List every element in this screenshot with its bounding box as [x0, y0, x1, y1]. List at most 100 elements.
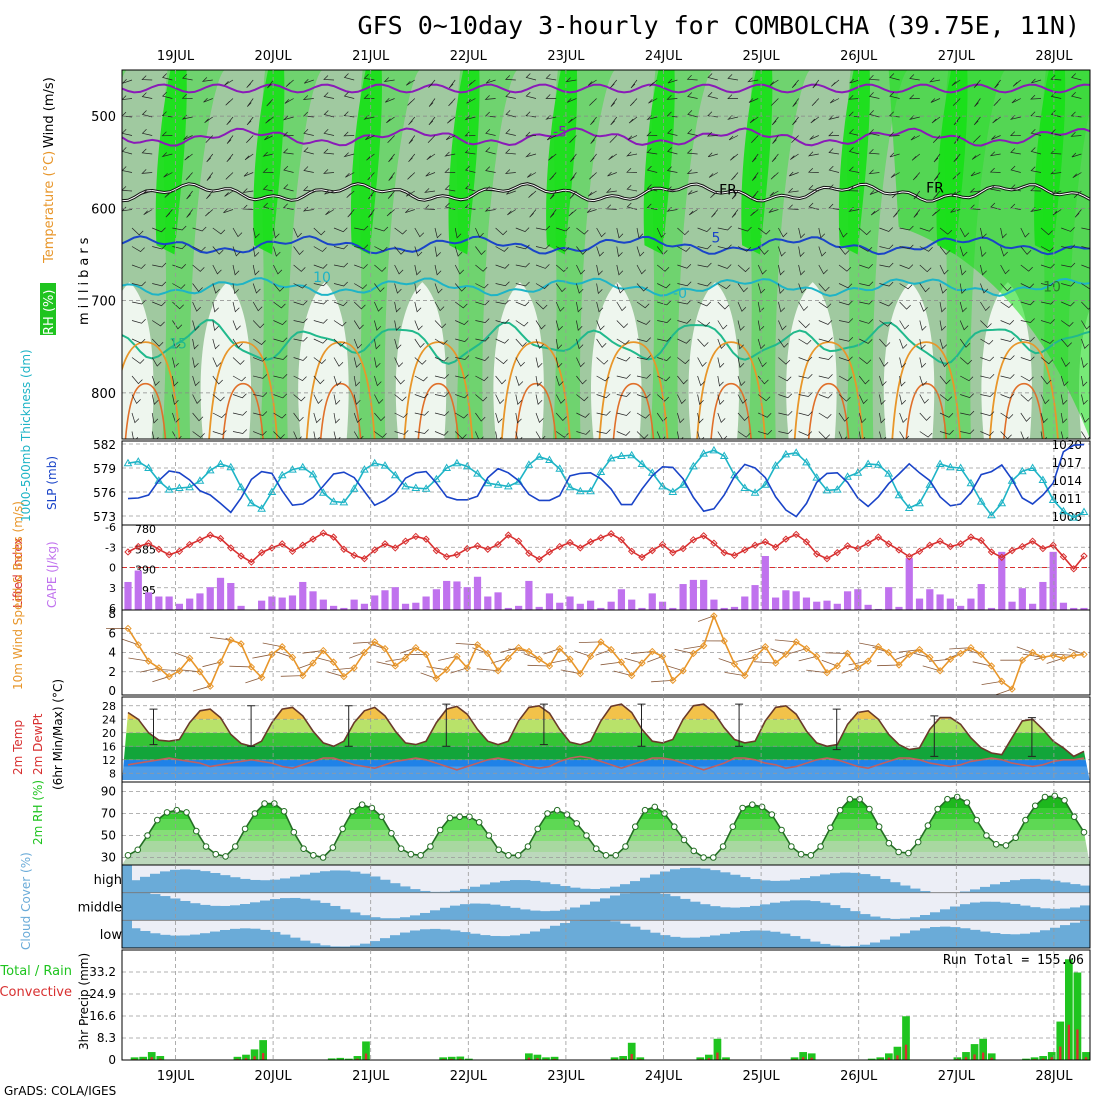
wind-barb	[576, 412, 590, 418]
precip-bar	[1039, 1056, 1047, 1060]
wind-barb	[656, 431, 666, 439]
wind-barb	[505, 110, 516, 118]
cape-bar	[967, 598, 975, 610]
wind-speed-point	[134, 641, 142, 649]
date-tick-top: 22JUL	[450, 49, 488, 64]
lifted-index-point	[206, 531, 214, 539]
cloud-bar	[990, 933, 1001, 948]
cloud-bar	[430, 928, 441, 948]
wind-tick: 2	[108, 665, 116, 679]
wind-barb	[201, 77, 213, 82]
wind-barb	[253, 392, 268, 397]
wind-barb	[374, 226, 389, 232]
cape-bar	[648, 593, 656, 610]
wind-barb	[273, 320, 287, 326]
cloud-bar	[440, 907, 451, 921]
thickness-point	[1028, 463, 1037, 471]
wind-barb	[555, 338, 563, 350]
wind-barb	[798, 374, 813, 379]
precip-bar	[722, 1057, 730, 1060]
rh-2m-point	[817, 843, 824, 850]
wind-barb	[858, 394, 868, 405]
wind-barb	[879, 412, 886, 424]
wind-barb	[707, 73, 718, 81]
cloud-bar	[440, 929, 451, 948]
wind-barb	[414, 375, 428, 382]
wind-barb	[980, 246, 987, 258]
thickness-point	[175, 483, 184, 491]
wind-barb	[495, 357, 508, 365]
wind-barb	[353, 412, 362, 424]
wind-barb	[252, 246, 260, 258]
wind-barb	[1060, 357, 1071, 367]
lifted-index-point	[134, 542, 142, 551]
wind-barb	[252, 227, 260, 239]
precip-bar	[790, 1057, 799, 1060]
thickness-point	[750, 488, 760, 496]
wind-speed-point	[319, 646, 328, 655]
date-tick-bottom: 23JUL	[547, 1069, 585, 1084]
wind-barb	[838, 394, 851, 402]
rh-2m-point	[124, 852, 132, 859]
cloud-bar	[410, 915, 421, 921]
wind-barb	[246, 116, 254, 126]
precip-tick: 24.9	[89, 987, 116, 1001]
wind-barb	[717, 320, 728, 330]
wind-barb	[475, 375, 489, 382]
cloud-bar	[840, 908, 851, 921]
cloud-bar	[980, 931, 991, 948]
rh-2m-point	[866, 805, 873, 813]
wind-barb	[386, 116, 395, 124]
wind-barb	[626, 168, 638, 173]
cape-bar	[340, 607, 348, 610]
wind-barb	[466, 98, 476, 104]
cloud-bar	[400, 886, 411, 893]
wind-barb	[869, 110, 880, 118]
wind-barb	[455, 337, 470, 342]
wind-barb	[226, 116, 234, 126]
wind-barb	[868, 169, 880, 175]
wind-barb	[434, 283, 443, 294]
wind-barb	[677, 281, 692, 287]
cloud-bar	[600, 888, 611, 893]
wind-speed-point	[607, 645, 615, 654]
wind-barb	[1061, 281, 1076, 287]
wind-barb	[757, 227, 771, 235]
cloud-bar	[210, 931, 221, 948]
wind-barb	[629, 98, 638, 107]
wind-barb	[1040, 263, 1055, 269]
wind-barb	[495, 246, 509, 252]
wind-barb	[232, 410, 247, 416]
isotherm-20	[403, 341, 474, 439]
cape-bar	[134, 570, 142, 610]
wind-barb	[899, 338, 908, 350]
cloud-bar	[880, 918, 891, 921]
wind-barb	[1052, 209, 1062, 216]
wind-barb	[212, 338, 220, 350]
wind-barb	[728, 135, 739, 141]
pressure-axis-title: millibars	[77, 234, 92, 325]
wind-barb	[495, 227, 508, 236]
cloud-bar	[1070, 922, 1081, 948]
wind-barb	[697, 375, 705, 387]
wind-barb-10m	[825, 652, 848, 654]
thickness-point	[781, 449, 791, 458]
wind-barb	[353, 301, 366, 310]
wind-barb	[232, 375, 246, 382]
cloud-bar	[620, 893, 631, 921]
wind-barb	[899, 394, 907, 405]
date-tick-bottom: 21JUL	[352, 1069, 390, 1084]
wind-barb	[717, 394, 725, 405]
wind-speed-point	[813, 652, 821, 661]
cloud-bar	[820, 874, 831, 893]
wind-barb	[273, 412, 287, 419]
wind-speed-point	[710, 612, 718, 620]
wind-barb	[899, 244, 914, 250]
wind-barb	[262, 168, 274, 173]
wind-barb	[515, 281, 530, 287]
wind-barb	[708, 172, 718, 178]
wind-barb	[1071, 91, 1082, 99]
wind-barb-10m	[252, 654, 272, 659]
cloud-bar	[930, 912, 941, 921]
